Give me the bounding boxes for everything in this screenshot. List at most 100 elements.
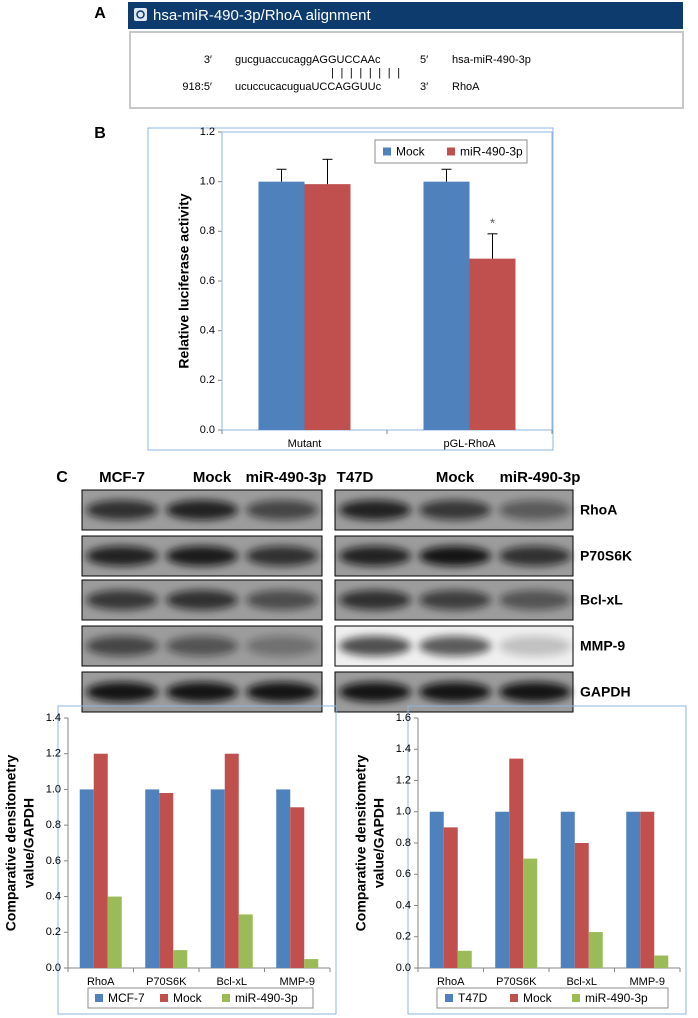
blot-band [246,590,318,610]
y-tick-label: 0.0 [396,962,411,974]
blot-band [339,682,411,702]
legend-label: Mock [523,991,553,1005]
x-tick-label: Bcl-xL [216,976,247,988]
legend-label: miR-490-3p [585,991,648,1005]
y-tick-label: 1.4 [46,712,61,724]
y-tick-label: 1.0 [46,783,61,795]
y-axis-label: Comparative densitometry [3,754,19,931]
lane-label: T47D [337,469,374,486]
legend-swatch [383,147,391,156]
x-tick-label: RhoA [437,976,465,988]
row-label: P70S6K [580,548,632,564]
legend-box [436,987,669,1009]
row-label: RhoA [580,502,617,518]
legend-label: MCF-7 [108,991,145,1005]
x-tick-label: P70S6K [496,976,537,988]
blot-band [339,590,411,610]
y-tick-label: 0.2 [200,374,215,386]
y-axis-label: Comparative densitometry [353,754,369,931]
legend-swatch [222,994,230,1002]
chart-frame [147,127,554,451]
blot-band [246,636,318,656]
y-tick-label: 1.2 [200,126,215,138]
legend-label: miR-490-3p [460,145,523,159]
blot-band [419,546,491,566]
bar [654,955,669,968]
blot-band [339,546,411,566]
y-tick-label: 1.0 [396,806,411,818]
blot-band [86,636,158,656]
legend-swatch [510,994,518,1002]
legend-swatch [95,994,103,1002]
legend-box [87,987,314,1009]
row-label: GAPDH [580,684,631,700]
blot-band [499,590,571,610]
x-tick-label: P70S6K [146,976,187,988]
panel-label: C [56,469,68,486]
x-tick-label: Bcl-xL [566,976,597,988]
y-tick-label: 0.6 [200,275,215,287]
blot-band [166,500,238,520]
bar [509,758,524,968]
blot-band [246,546,318,566]
bar [523,858,538,968]
bar [304,959,319,968]
bar [588,932,603,968]
y-tick-label: 0.4 [396,899,411,911]
blot-band [166,636,238,656]
bar [574,843,589,968]
bar [469,258,516,430]
icon [134,8,147,21]
western-blots: MCF-7 Mock miR-490-3p T47D Mock miR-490-3p Rho… [81,469,632,713]
bar [159,793,174,968]
legend-swatch [447,147,455,156]
y-tick-label: 1.2 [46,748,61,760]
y-tick-label: 0.8 [46,819,61,831]
x-tick-label: MMP-9 [630,976,665,988]
y-axis-label: value/GAPDH [371,798,387,888]
sequence-name: hsa-miR-490-3p [452,54,531,66]
y-tick-label: 0.8 [200,225,215,237]
bar [640,811,655,968]
blot-band [166,590,238,610]
panel-label: A [94,5,106,22]
row-label: Bcl-xL [580,592,623,608]
legend-label: Mock [396,145,426,159]
panel-label: B [94,125,106,142]
bar [238,914,253,968]
blot-band [499,636,571,656]
lane-label: Mock [436,469,475,486]
strand-end: 3′ [204,54,212,66]
blot-band [419,500,491,520]
blot-band [339,500,411,520]
strand-end: 918:5′ [182,81,212,93]
pairing: |||||||| [331,67,407,79]
y-tick-label: 0.6 [396,868,411,880]
y-tick-label: 1.6 [396,712,411,724]
blot-band [499,682,571,702]
sequence: gucguaccucaggAGGUCCAAc [235,54,381,66]
bar [210,789,225,968]
legend-swatch [160,994,168,1002]
bar [423,181,470,430]
blot-band [246,682,318,702]
y-tick-label: 0.4 [200,325,215,337]
bar [276,789,291,968]
chart-frame [407,705,687,1015]
blot-band [419,636,491,656]
blot-band [86,590,158,610]
legend-label: miR-490-3p [235,991,298,1005]
blot-band [499,546,571,566]
bar [443,827,458,968]
y-tick-label: 1.0 [200,176,215,188]
bar [457,950,472,968]
bar [93,753,108,968]
sequence-name: RhoA [452,81,480,93]
y-tick-label: 0.2 [396,931,411,943]
alignment-title: hsa-miR-490-3p/RhoA alignment [153,7,371,24]
legend-label: T47D [458,991,488,1005]
blot-band [419,590,491,610]
blot-band [86,500,158,520]
x-tick-label: pGL-RhoA [444,438,497,450]
